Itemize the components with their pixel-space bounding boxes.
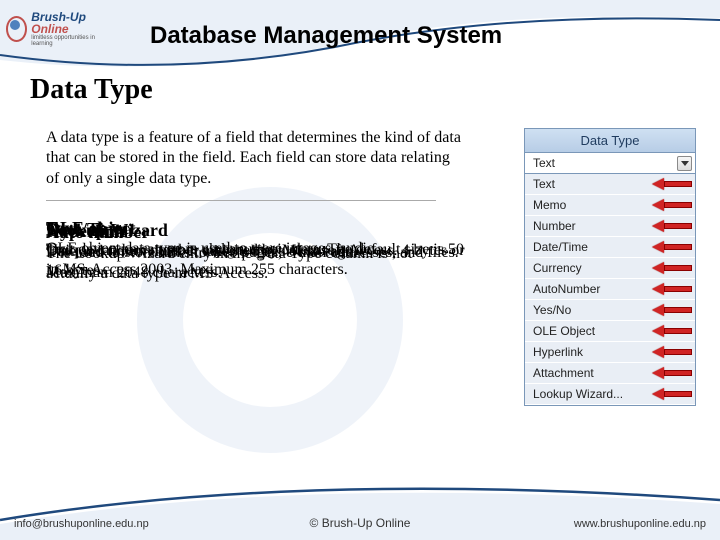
red-arrow-icon <box>652 262 692 274</box>
red-arrow-icon <box>652 388 692 400</box>
logo: Brush-Up Online limitless opportunities … <box>6 4 106 54</box>
datatype-option-attachment[interactable]: Attachment <box>525 363 695 384</box>
chevron-down-icon[interactable] <box>677 156 692 171</box>
section-heading: Data Type <box>30 74 153 106</box>
separator-line <box>46 200 436 201</box>
datatype-option-lookupwizard[interactable]: Lookup Wizard... <box>525 384 695 405</box>
logo-text: Brush-Up Online limitless opportunities … <box>31 11 106 47</box>
datatype-selected-label: Text <box>533 156 555 170</box>
footer-copyright: © Brush-Up Online <box>310 516 411 530</box>
red-arrow-icon <box>652 304 692 316</box>
datatype-dropdown-panel: Data Type Text Text Memo Number Date/Tim… <box>524 128 696 406</box>
slide: Brush-Up Online limitless opportunities … <box>0 0 720 540</box>
datatype-option-text[interactable]: Text <box>525 174 695 195</box>
red-arrow-icon <box>652 367 692 379</box>
overlapped-text-region: OLE object Lookup Wizard Auto number Dat… <box>46 218 466 358</box>
red-arrow-icon <box>652 283 692 295</box>
datatype-option-autonumber[interactable]: AutoNumber <box>525 279 695 300</box>
datatype-option-hyperlink[interactable]: Hyperlink <box>525 342 695 363</box>
overlap-heading: Text <box>46 218 466 239</box>
datatype-header: Data Type <box>525 129 695 153</box>
page-title: Database Management System <box>150 22 502 50</box>
datatype-option-memo[interactable]: Memo <box>525 195 695 216</box>
footer-email: info@brushuponline.edu.np <box>14 518 149 530</box>
red-arrow-icon <box>652 220 692 232</box>
datatype-option-currency[interactable]: Currency <box>525 258 695 279</box>
datatype-selected-row[interactable]: Text <box>525 153 695 174</box>
intro-paragraph: A data type is a feature of a field that… <box>46 128 466 189</box>
red-arrow-icon <box>652 346 692 358</box>
logo-line2: Online <box>31 22 68 36</box>
datatype-option-yesno[interactable]: Yes/No <box>525 300 695 321</box>
logo-tagline: limitless opportunities in learning <box>31 35 106 47</box>
red-arrow-icon <box>652 325 692 337</box>
red-arrow-icon <box>652 178 692 190</box>
datatype-option-number[interactable]: Number <box>525 216 695 237</box>
red-arrow-icon <box>652 199 692 211</box>
datatype-option-oleobject[interactable]: OLE Object <box>525 321 695 342</box>
datatype-option-datetime[interactable]: Date/Time <box>525 237 695 258</box>
overlap-body: OLE object data type is used to store im… <box>46 239 466 259</box>
logo-icon <box>6 16 27 42</box>
red-arrow-icon <box>652 241 692 253</box>
footer-url: www.brushuponline.edu.np <box>574 518 706 530</box>
